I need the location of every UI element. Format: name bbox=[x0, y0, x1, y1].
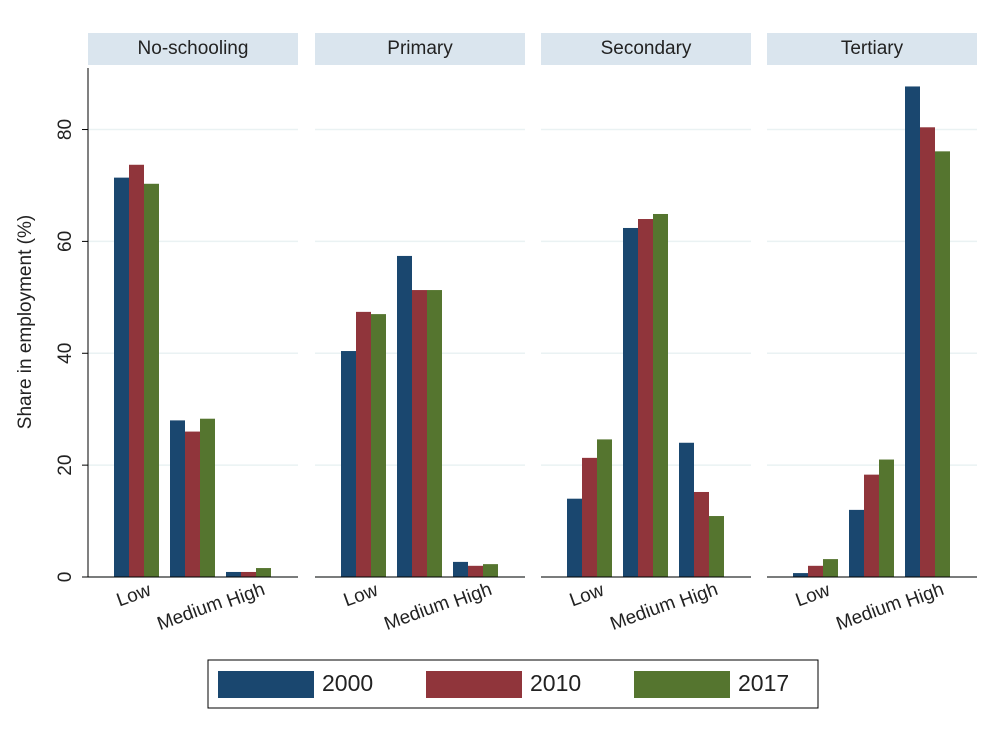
bar bbox=[468, 565, 483, 577]
bar bbox=[679, 442, 694, 577]
legend-swatch bbox=[218, 671, 314, 698]
bar bbox=[849, 509, 864, 577]
y-tick-label: 20 bbox=[55, 455, 76, 476]
bar bbox=[226, 571, 241, 577]
x-tick-label: Medium bbox=[381, 592, 452, 635]
bar bbox=[200, 418, 215, 577]
panel-header bbox=[315, 33, 525, 65]
x-tick-label: High bbox=[903, 579, 947, 612]
bar bbox=[170, 420, 185, 577]
x-tick-label: Medium bbox=[154, 592, 225, 635]
y-tick-label: 60 bbox=[55, 231, 76, 252]
x-tick-label: Low bbox=[114, 580, 154, 612]
y-tick-label: 80 bbox=[55, 119, 76, 140]
bar bbox=[920, 127, 935, 578]
bar bbox=[412, 290, 427, 577]
legend-swatch bbox=[426, 671, 522, 698]
bar bbox=[144, 183, 159, 578]
bar bbox=[453, 561, 468, 577]
bar bbox=[935, 151, 950, 578]
x-tick-label: Medium bbox=[607, 592, 678, 635]
bar bbox=[709, 516, 724, 577]
panel-title: Secondary bbox=[601, 38, 692, 59]
x-tick-label: Low bbox=[793, 580, 833, 612]
x-tick-label: High bbox=[224, 579, 268, 612]
panel-header bbox=[767, 33, 977, 65]
x-tick-label: High bbox=[677, 579, 721, 612]
x-tick-label: High bbox=[451, 579, 495, 612]
bar bbox=[114, 177, 129, 577]
bar bbox=[638, 219, 653, 577]
x-tick-label: Medium bbox=[833, 592, 904, 635]
bar bbox=[129, 164, 144, 577]
panel-title: No-schooling bbox=[138, 38, 249, 59]
bar bbox=[341, 351, 356, 577]
bar bbox=[864, 474, 879, 577]
y-tick-label: 40 bbox=[55, 343, 76, 364]
bar bbox=[567, 498, 582, 577]
bar bbox=[879, 459, 894, 577]
bar bbox=[256, 568, 271, 577]
bar bbox=[483, 564, 498, 577]
bar bbox=[823, 559, 838, 577]
bar bbox=[356, 311, 371, 577]
legend-label: 2017 bbox=[738, 670, 789, 696]
legend-label: 2000 bbox=[322, 670, 373, 696]
bar bbox=[427, 290, 442, 577]
bar bbox=[597, 439, 612, 577]
bar bbox=[793, 573, 808, 577]
bar bbox=[185, 431, 200, 577]
bar bbox=[808, 565, 823, 577]
y-tick-label: 0 bbox=[55, 572, 76, 583]
panel-title: Tertiary bbox=[841, 38, 904, 59]
bar bbox=[694, 491, 709, 577]
legend-swatch bbox=[634, 671, 730, 698]
bar bbox=[371, 314, 386, 577]
panel-header bbox=[88, 33, 298, 65]
x-tick-label: Low bbox=[341, 580, 381, 612]
bar bbox=[653, 213, 668, 577]
legend-label: 2010 bbox=[530, 670, 581, 696]
bar bbox=[905, 86, 920, 577]
x-tick-label: Low bbox=[567, 580, 607, 612]
bar bbox=[623, 227, 638, 577]
y-axis-title: Share in employment (%) bbox=[15, 215, 36, 429]
bar bbox=[582, 457, 597, 577]
bar bbox=[241, 571, 256, 577]
bar bbox=[397, 255, 412, 577]
panel-title: Primary bbox=[387, 38, 453, 59]
panel-header bbox=[541, 33, 751, 65]
